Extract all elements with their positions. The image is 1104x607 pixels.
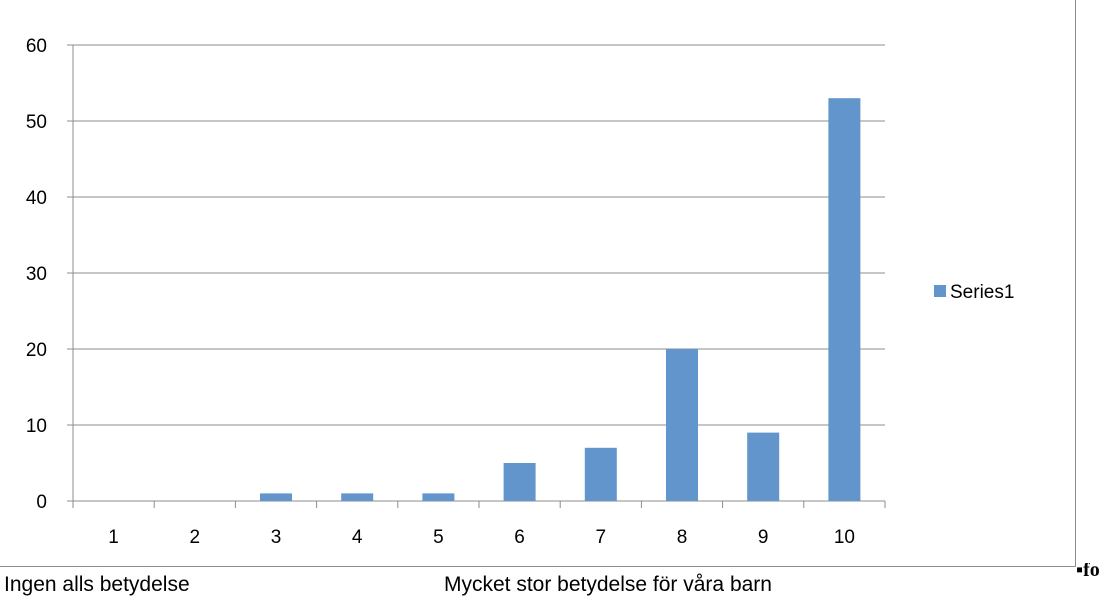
x-tick-label: 10 — [834, 527, 855, 548]
caption-right: Mycket stor betydelse för våra barn — [444, 573, 772, 596]
x-tick-label: 2 — [190, 527, 201, 548]
y-tick-label: 50 — [26, 112, 47, 133]
bars — [260, 98, 861, 501]
bar — [584, 447, 617, 501]
bar — [260, 493, 292, 501]
gridlines — [73, 44, 885, 426]
clipped-decoration: ▪fo — [1076, 563, 1100, 577]
y-tick-label: 30 — [26, 264, 47, 285]
bar — [341, 493, 374, 501]
x-tick-label: 1 — [108, 527, 119, 548]
caption-left: Ingen alls betydelse — [4, 573, 190, 596]
bar — [828, 98, 861, 501]
x-tick-label: 6 — [514, 527, 525, 548]
legend: Series1 — [934, 282, 1014, 303]
chart-frame — [0, 0, 1076, 567]
y-tick-label: 10 — [26, 416, 47, 437]
y-tick-labels: 0 10 20 30 40 50 60 — [26, 36, 47, 513]
y-tick-label: 20 — [26, 340, 47, 361]
legend-label: Series1 — [950, 282, 1014, 303]
x-tick-label: 9 — [758, 527, 769, 548]
y-tick-label: 40 — [26, 188, 47, 209]
x-tick-label: 8 — [677, 527, 688, 548]
y-tick-label: 60 — [26, 36, 47, 57]
legend-swatch — [934, 285, 946, 297]
x-tick-label: 3 — [271, 527, 282, 548]
y-tick-label: 0 — [36, 492, 47, 513]
x-tick-labels: 1 2 3 4 5 6 7 8 9 10 — [108, 527, 855, 548]
bar — [666, 349, 698, 501]
x-tick-label: 4 — [352, 527, 363, 548]
bar — [422, 493, 455, 501]
bar — [503, 463, 536, 501]
x-tick-label: 7 — [596, 527, 607, 548]
x-tick-label: 5 — [433, 527, 444, 548]
bar — [747, 432, 780, 501]
